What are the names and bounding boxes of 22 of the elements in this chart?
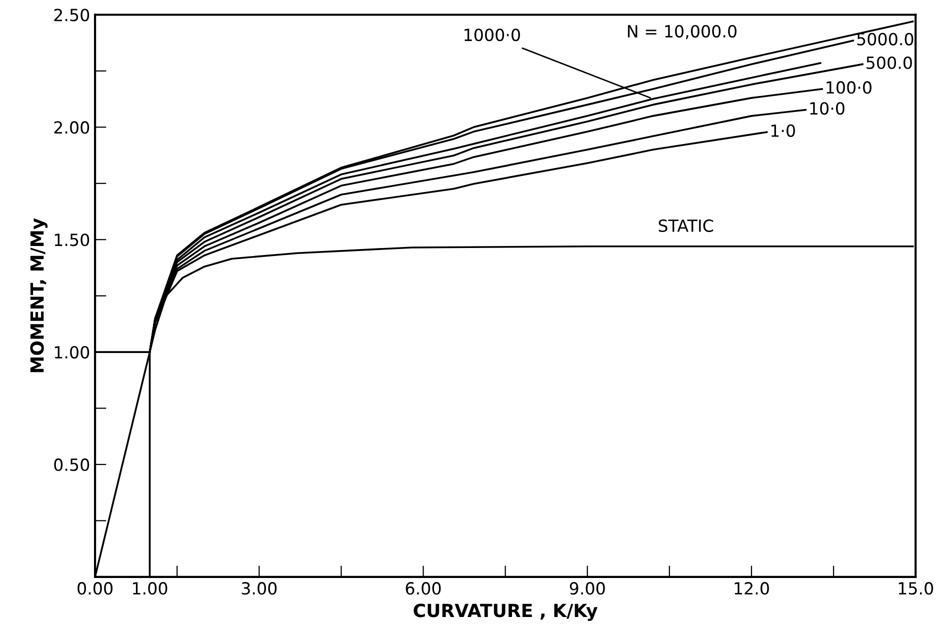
y-axis-title: MOMENT, M/My [30,218,48,372]
x-tick-label: 1.00 [133,582,168,595]
annotation: STATIC [658,219,714,232]
x-axis-title: CURVATURE , K/Ky [414,604,598,621]
y-tick-label: 1.50 [54,234,90,246]
y-tick-label: 2.00 [54,121,90,134]
series-label: 100·0 [826,81,872,94]
series-label: 10·0 [810,102,844,115]
y-tick-label: 0.50 [54,458,90,472]
x-tick-label: 0.00 [78,582,112,595]
series-label: 5000.0 [857,32,914,46]
x-tick-label: 3.00 [242,582,277,595]
x-tick-label: 12.0 [734,582,769,595]
x-tick-label: 15.0 [898,582,934,595]
annotation: N = 10,000.0 [628,24,736,40]
annotation: 1000·0 [464,28,520,42]
series-label: 500.0 [866,56,912,70]
series-label: 1·0 [771,124,795,137]
y-tick-label: 1.00 [54,346,90,359]
x-tick-label: 9.00 [570,582,605,595]
x-tick-label: 6.00 [406,582,441,595]
y-tick-label: 2.50 [54,8,90,22]
